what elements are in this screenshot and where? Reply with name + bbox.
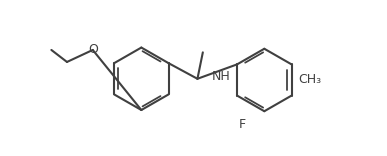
Text: NH: NH bbox=[211, 70, 230, 83]
Text: F: F bbox=[238, 118, 245, 131]
Text: O: O bbox=[88, 44, 98, 56]
Text: CH₃: CH₃ bbox=[298, 73, 321, 86]
